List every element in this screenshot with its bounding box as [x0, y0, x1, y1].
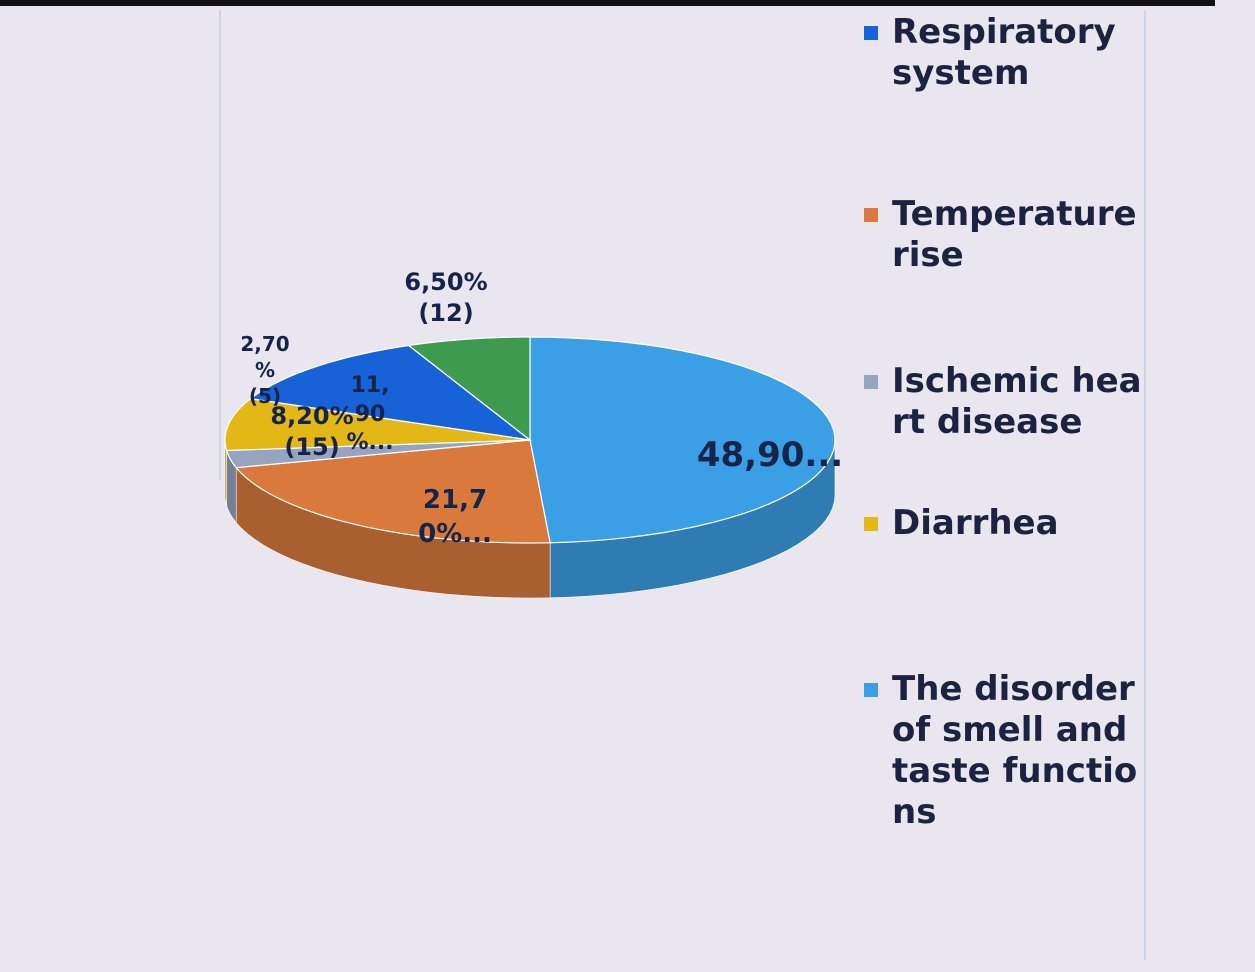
- pie-slice: [529, 336, 836, 544]
- legend-swatch: [864, 517, 878, 531]
- screen-edge: [0, 0, 1215, 6]
- legend-entry: Respiratory system: [860, 12, 1142, 94]
- pie-slice: [225, 439, 531, 469]
- data-label: 6,50% (12): [404, 267, 488, 327]
- legend-label: Diarrhea: [892, 503, 1059, 543]
- legend-swatch: [864, 208, 878, 222]
- legend-entry: The disorder of smell and taste function…: [860, 669, 1142, 833]
- data-label: 48,90...: [696, 434, 844, 475]
- data-label: 2,70 % (5): [240, 332, 290, 408]
- legend-entry: Ischemic heart disease: [860, 361, 1142, 443]
- legend: Respiratory system Temperature rise Ischem…: [860, 12, 1150, 833]
- legend-label: Respiratory system: [892, 12, 1116, 93]
- pie-slice: [234, 439, 551, 544]
- legend-label: Temperature rise: [892, 194, 1137, 275]
- legend-swatch: [864, 375, 878, 389]
- legend-entry: Temperature rise: [860, 194, 1142, 276]
- pie-slice: [407, 336, 531, 442]
- legend-swatch: [864, 26, 878, 40]
- legend-entry: Diarrhea: [860, 503, 1142, 544]
- data-label: 11, 90 %...: [346, 373, 394, 456]
- legend-swatch: [864, 683, 878, 697]
- legend-label: Ischemic heart disease: [892, 361, 1142, 442]
- data-label: 8,20% (15): [270, 401, 354, 461]
- pie-slice: [224, 397, 531, 452]
- pie-slice: [249, 344, 533, 441]
- data-label: 21,7 0%...: [418, 485, 492, 549]
- legend-label: The disorder of smell and taste function…: [892, 669, 1138, 832]
